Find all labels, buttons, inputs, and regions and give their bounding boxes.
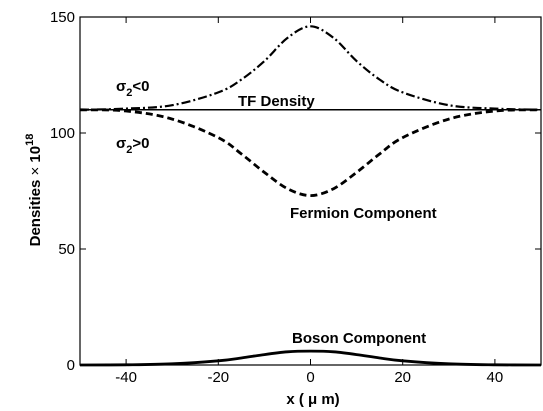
tf-density-label: TF Density [238,93,315,110]
x-tick-label: 0 [306,369,314,386]
y-ticks: 0 50 100 150 [50,9,541,374]
sigma-negative-relation: <0 [132,78,149,95]
sigma-negative-subscript: 2 [126,87,132,99]
plot-lines [79,25,542,367]
series-line-1 [79,25,542,111]
series-line-3 [79,349,542,367]
y-axis-title-base: 10 [27,146,44,163]
x-ticks: -40 -20 0 20 40 [115,17,503,386]
sigma-positive-label: σ2>0 [116,135,150,156]
sigma-positive-symbol: σ [116,135,126,152]
y-tick-label: 100 [50,125,75,142]
y-axis-title-main: Densities [27,180,44,247]
x-tick-label: 20 [394,369,411,386]
y-axis-title-exponent: 18 [24,134,36,146]
fermion-component-label: Fermion Component [290,205,437,222]
sigma-negative-symbol: σ [116,78,126,95]
x-tick-label: -20 [207,369,229,386]
y-tick-label: 0 [67,357,75,374]
x-tick-label: 40 [487,369,504,386]
series-line-2 [79,108,542,198]
sigma-positive-relation: >0 [132,135,149,152]
x-tick-label: -40 [115,369,137,386]
y-tick-label: 50 [58,241,75,258]
sigma-negative-label: σ2<0 [116,78,150,99]
y-axis-title: Densities × 1018 [24,134,44,247]
sigma-positive-subscript: 2 [126,144,132,156]
y-axis-title-times: × [27,167,44,176]
y-tick-label: 150 [50,9,75,26]
boson-component-label: Boson Component [292,330,426,347]
x-axis-title: x ( μ m) [286,391,339,408]
plot-frame [79,16,542,366]
